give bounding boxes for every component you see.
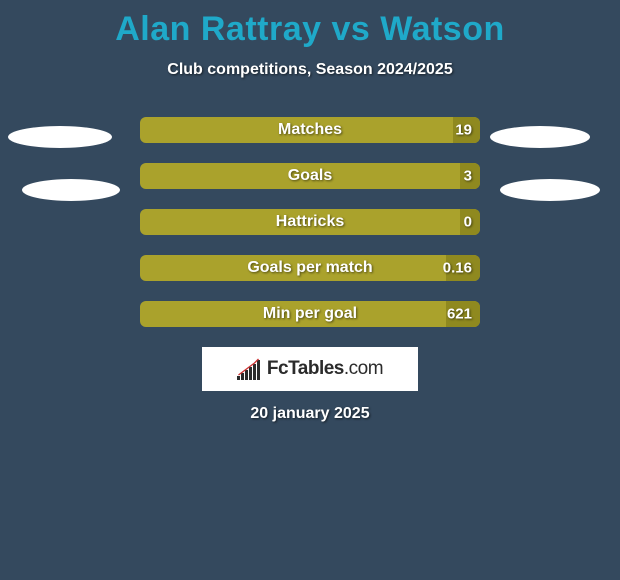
stat-row: Goals per match 0.16 [140, 255, 480, 281]
stat-row: Matches 19 [140, 117, 480, 143]
stat-value-right: 3 [464, 168, 472, 185]
stat-row: Min per goal 621 [140, 301, 480, 327]
vs-separator: vs [322, 10, 381, 48]
stat-row: Hattricks 0 [140, 209, 480, 235]
player1-name: Alan Rattray [115, 10, 321, 48]
stat-value-right: 0 [464, 214, 472, 231]
stat-label: Goals per match [247, 259, 372, 277]
logo-chart-icon [237, 358, 263, 380]
subtitle: Club competitions, Season 2024/2025 [0, 61, 620, 79]
stat-label: Hattricks [276, 213, 344, 231]
stat-row: Goals 3 [140, 163, 480, 189]
decorative-ellipse [22, 179, 120, 201]
stat-value-right: 621 [447, 306, 472, 323]
logo-text-light: .com [344, 358, 383, 379]
fctables-logo: FcTables.com [202, 347, 418, 391]
comparison-title: Alan Rattray vs Watson [0, 0, 620, 49]
decorative-ellipse [500, 179, 600, 201]
decorative-ellipse [490, 126, 590, 148]
decorative-ellipse [8, 126, 112, 148]
snapshot-date: 20 january 2025 [0, 405, 620, 423]
stat-value-right: 19 [455, 122, 472, 139]
stat-label: Matches [278, 121, 342, 139]
stat-value-right: 0.16 [443, 260, 472, 277]
stat-label: Goals [288, 167, 332, 185]
logo-text-strong: FcTables [267, 358, 344, 379]
player2-name: Watson [380, 10, 505, 48]
stat-label: Min per goal [263, 305, 357, 323]
logo-text: FcTables.com [267, 358, 383, 380]
stats-rows: Matches 19 Goals 3 Hattricks 0 Goals per match… [0, 117, 620, 327]
